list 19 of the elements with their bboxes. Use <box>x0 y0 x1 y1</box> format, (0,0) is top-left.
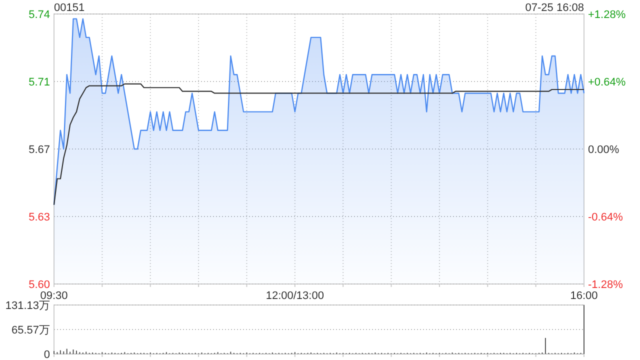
y2-tick-label: +1.28% <box>588 8 626 21</box>
y-tick-label: 5.71 <box>28 76 50 88</box>
y2-tick-label: +0.64% <box>588 76 626 88</box>
chart-title: 00151 <box>54 2 85 14</box>
y-tick-label: 131.13万 <box>5 300 50 312</box>
y2-tick-label: -1.28% <box>588 278 624 291</box>
y-tick-label: 5.63 <box>28 211 50 224</box>
y2-tick-label: 0.00% <box>588 144 620 156</box>
line-series <box>53 83 585 206</box>
x-tick-label: 12:00/13:00 <box>266 290 324 302</box>
y-tick-label: 5.67 <box>28 144 50 156</box>
annotation: 07-25 16:08 <box>525 2 584 14</box>
y-tick-label: 5.60 <box>28 278 50 291</box>
x-tick-label: 09:30 <box>40 290 68 302</box>
y-tick-label: 0 <box>44 348 50 360</box>
y-tick-label: 65.57万 <box>11 324 50 336</box>
y-tick-label: 5.74 <box>28 8 50 21</box>
y2-tick-label: -0.64% <box>588 211 624 224</box>
x-tick-label: 16:00 <box>570 290 598 302</box>
